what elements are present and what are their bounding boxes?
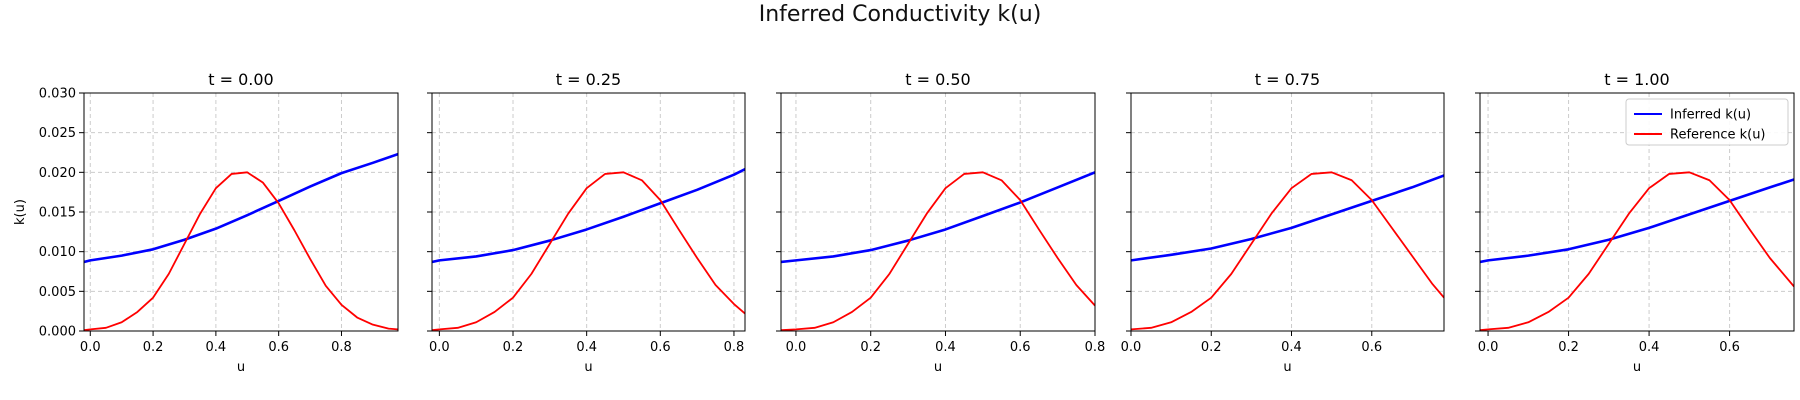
legend-label: Inferred k(u) [1670,108,1751,123]
reference-series-line [1480,171,1794,331]
y-tick-label: 0.025 [39,126,76,141]
reference-series-line [432,171,745,331]
x-tick-label: 0.4 [576,340,597,355]
y-tick-label: 0.015 [39,206,76,221]
x-tick-label: 0.4 [1281,340,1302,355]
x-tick-label: 0.8 [724,340,745,355]
axes-frame [83,92,399,332]
legend: Inferred k(u) Reference k(u) [1625,98,1789,146]
legend-label: Reference k(u) [1670,128,1766,143]
reference-series-line [781,171,1095,331]
y-tick-label: 0.005 [39,285,76,300]
figure-title: Inferred Conductivity k(u) [758,2,1042,27]
x-tick-label: 0.2 [860,340,881,355]
y-axis-label: k(u) [13,199,28,225]
x-tick-label: 0.8 [331,340,352,355]
x-axis-label: u [237,360,245,375]
x-tick-label: 0.8 [1085,340,1106,355]
x-tick-label: 0.6 [268,340,289,355]
inferred-series-line [1131,174,1444,262]
x-axis-label: u [584,360,592,375]
x-tick-label: 0.0 [1478,340,1499,355]
x-axis-label: u [1633,360,1641,375]
y-tick-label: 0.010 [39,245,76,260]
inferred-series-line [432,167,745,264]
x-tick-label: 0.6 [1361,340,1382,355]
x-tick-label: 0.2 [143,340,164,355]
x-tick-label: 0.6 [1719,340,1740,355]
subplot-title: t = 0.50 [905,70,970,89]
x-tick-label: 0.0 [1121,340,1142,355]
x-tick-label: 0.0 [80,340,101,355]
inferred-series-line [1480,178,1794,264]
subplot-2: 0.0 0.2 0.4 0.6 0.8 t = 0.25 u [427,70,746,375]
inferred-series-line [84,152,398,264]
y-tick-label: 0.020 [39,166,76,181]
subplot-title: t = 0.00 [208,70,273,89]
y-tick-label: 0.000 [39,325,76,340]
x-tick-label: 0.2 [1558,340,1579,355]
x-tick-label: 0.2 [503,340,524,355]
subplot-1: 0.000 0.005 0.010 0.015 0.020 0.025 0.030 0.0 0.… [13,70,399,375]
x-axis-label: u [934,360,942,375]
reference-series-line [1131,171,1444,331]
subplot-title: t = 0.75 [1255,70,1320,89]
subplot-4: 0.0 0.2 0.4 0.6 t = 0.75 u [1121,70,1445,375]
x-tick-label: 0.2 [1201,340,1222,355]
subplot-title: t = 0.25 [556,70,621,89]
inferred-series-line [781,171,1095,264]
x-tick-label: 0.6 [1010,340,1031,355]
reference-series-line [84,171,398,331]
x-tick-label: 0.0 [429,340,450,355]
axes-frame [1130,92,1445,332]
x-tick-label: 0.4 [206,340,227,355]
x-tick-label: 0.4 [935,340,956,355]
axes-frame [1479,92,1795,332]
axes-frame [431,92,746,332]
x-tick-label: 0.0 [786,340,807,355]
x-tick-label: 0.6 [650,340,671,355]
legend-box [1625,98,1789,146]
subplot-title: t = 1.00 [1604,70,1669,89]
x-tick-label: 0.4 [1639,340,1660,355]
x-axis-label: u [1283,360,1291,375]
axes-frame [780,92,1096,332]
subplot-3: 0.0 0.2 0.4 0.6 0.8 t = 0.50 u [776,70,1105,375]
y-tick-label: 0.030 [39,87,76,102]
